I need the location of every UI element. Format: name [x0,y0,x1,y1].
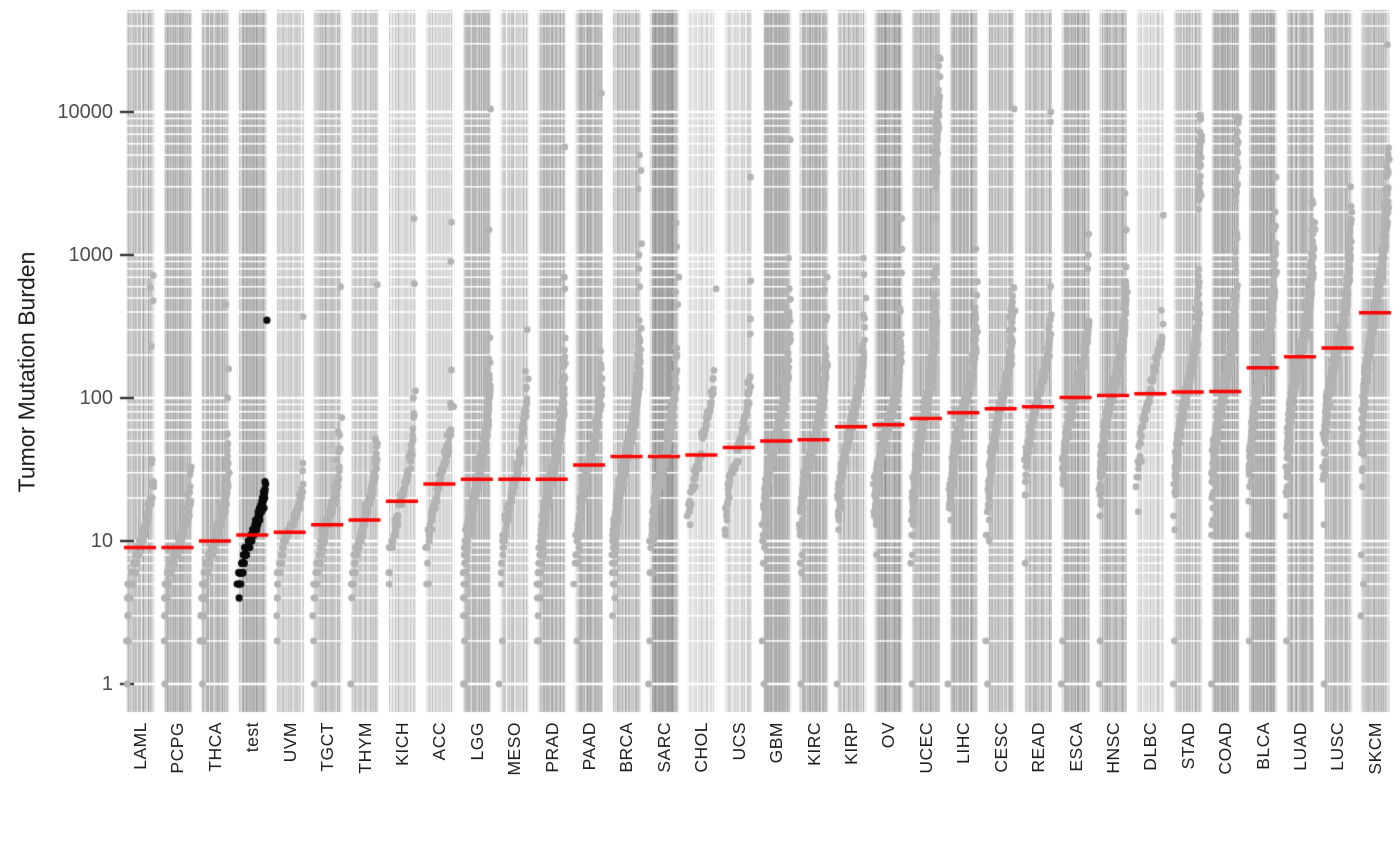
x-cohort-label-BRCA: BRCA [616,722,637,773]
x-cohort-label-OV: OV [878,722,899,749]
x-cohort-label-HNSC: HNSC [1102,722,1123,774]
x-cohort-label-GBM: GBM [766,722,787,764]
x-cohort-label-THCA: THCA [204,722,225,772]
y-axis-title: Tumor Mutation Burden [13,251,40,493]
y-tick-label-1000: 1000 [68,244,114,266]
x-cohort-label-UCEC: UCEC [915,722,936,774]
x-cohort-label-LUAD: LUAD [1290,722,1311,771]
x-cohort-label-UCS: UCS [728,722,749,761]
x-cohort-label-STAD: STAD [1177,722,1198,770]
y-tick-label-100: 100 [79,387,113,409]
x-cohort-label-PCPG: PCPG [167,722,188,774]
x-cohort-label-DLBC: DLBC [1140,722,1161,771]
x-cohort-label-BLCA: BLCA [1252,722,1273,770]
x-cohort-label-LIHC: LIHC [953,722,974,764]
y-tick-label-10: 10 [90,530,113,552]
x-cohort-label-KIRP: KIRP [840,722,861,765]
x-cohort-label-test: test [242,722,263,753]
x-cohort-label-LGG: LGG [466,722,487,761]
x-cohort-label-SKCM: SKCM [1364,722,1385,775]
x-cohort-label-SARC: SARC [653,722,674,773]
y-tick-label-10000: 10000 [57,101,113,123]
x-cohort-label-LUSC: LUSC [1327,722,1348,771]
x-cohort-label-ACC: ACC [429,722,450,761]
x-cohort-label-CHOL: CHOL [691,722,712,773]
x-cohort-label-LAML: LAML [130,722,150,770]
x-cohort-label-KIRC: KIRC [803,722,824,766]
x-cohort-label-CESC: CESC [990,722,1011,773]
x-cohort-label-UVM: UVM [279,722,300,763]
x-cohort-label-TGCT: TGCT [317,722,338,772]
x-cohort-label-PRAD: PRAD [541,722,562,773]
x-cohort-label-COAD: COAD [1215,722,1236,775]
x-cohort-label-PAAD: PAAD [579,722,600,771]
x-cohort-label-THYM: THYM [354,722,375,774]
x-cohort-label-MESO: MESO [504,722,525,776]
x-cohort-label-ESCA: ESCA [1065,722,1086,772]
x-cohort-label-KICH: KICH [391,722,412,766]
y-tick-label-1: 1 [101,673,113,695]
x-cohort-label-READ: READ [1028,722,1049,773]
